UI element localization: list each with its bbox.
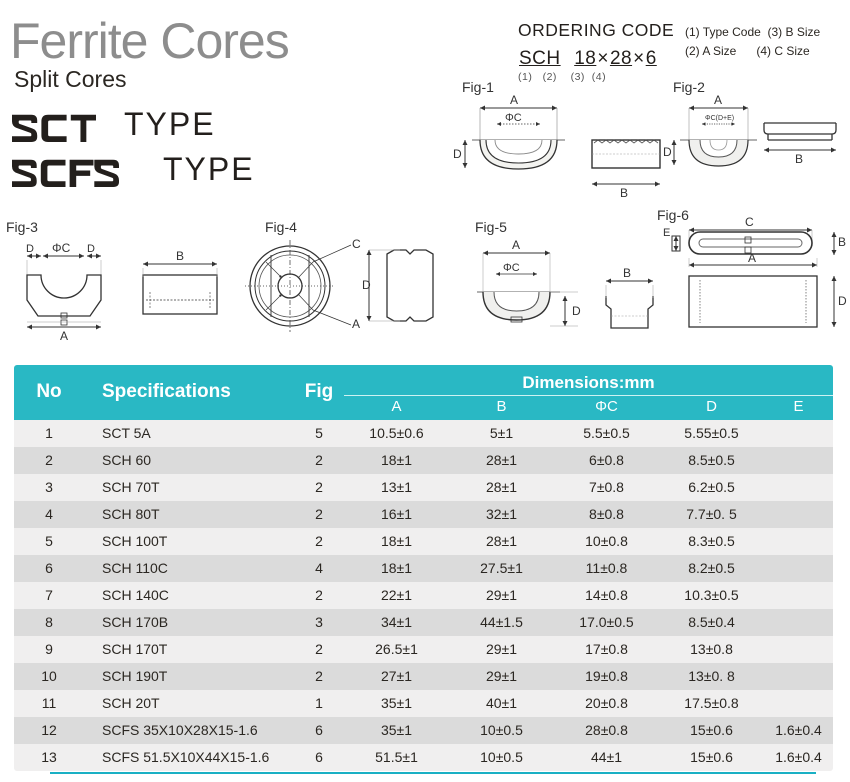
- svg-text:A: A: [352, 317, 360, 331]
- svg-text:D: D: [26, 243, 34, 255]
- svg-text:C: C: [352, 237, 361, 251]
- svg-text:B: B: [623, 266, 631, 280]
- svg-text:D: D: [572, 304, 581, 318]
- svg-text:Fig-1: Fig-1: [462, 79, 494, 95]
- svg-text:ΦC: ΦC: [505, 112, 522, 124]
- svg-text:Fig-3: Fig-3: [6, 219, 38, 235]
- svg-text:A: A: [60, 329, 68, 343]
- svg-text:D: D: [362, 278, 371, 292]
- svg-text:ΦC(D+E): ΦC(D+E): [705, 115, 734, 122]
- svg-text:D: D: [838, 294, 847, 308]
- svg-text:Fig-4: Fig-4: [265, 219, 297, 235]
- svg-text:Fig-2: Fig-2: [673, 79, 705, 95]
- svg-text:B: B: [838, 235, 846, 249]
- svg-text:D: D: [453, 147, 462, 161]
- svg-text:D: D: [663, 145, 672, 159]
- svg-text:ΦC: ΦC: [52, 241, 71, 255]
- svg-text:A: A: [510, 93, 518, 107]
- svg-text:Fig-6: Fig-6: [657, 207, 689, 223]
- svg-text:B: B: [176, 249, 184, 263]
- svg-text:ΦC: ΦC: [503, 262, 520, 274]
- svg-text:C: C: [745, 215, 754, 229]
- svg-text:A: A: [714, 93, 722, 107]
- svg-text:A: A: [512, 238, 520, 252]
- svg-text:D: D: [87, 243, 95, 255]
- svg-text:B: B: [795, 152, 803, 166]
- svg-text:E: E: [663, 227, 670, 239]
- svg-text:B: B: [620, 186, 628, 200]
- svg-text:Fig-5: Fig-5: [475, 219, 507, 235]
- svg-text:A: A: [748, 251, 756, 265]
